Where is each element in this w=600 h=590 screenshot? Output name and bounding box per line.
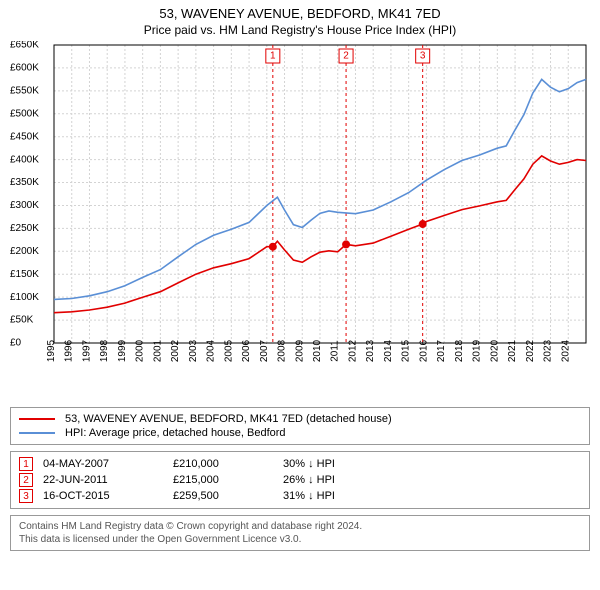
y-tick-label: £400K [10, 154, 39, 165]
transaction-badge: 1 [19, 457, 33, 471]
legend-item: HPI: Average price, detached house, Bedf… [19, 426, 581, 440]
transaction-row: 1 04-MAY-2007 £210,000 30% ↓ HPI [19, 456, 581, 472]
transaction-date: 16-OCT-2015 [43, 490, 163, 502]
transaction-point [342, 240, 350, 248]
transaction-badge: 3 [19, 489, 33, 503]
transaction-row: 2 22-JUN-2011 £215,000 26% ↓ HPI [19, 472, 581, 488]
y-tick-label: £50K [10, 315, 34, 326]
legend-label: HPI: Average price, detached house, Bedf… [65, 427, 286, 439]
transaction-vs-hpi: 26% ↓ HPI [283, 474, 581, 486]
y-tick-label: £600K [10, 63, 39, 74]
legend-box: 53, WAVENEY AVENUE, BEDFORD, MK41 7ED (d… [10, 407, 590, 445]
transaction-price: £259,500 [173, 490, 273, 502]
y-tick-label: £200K [10, 246, 39, 257]
price-chart: £0 £50K £100K £150K £200K £250K £300K £350K £400… [10, 41, 590, 401]
y-tick-label: £100K [10, 292, 39, 303]
y-tick-label: £500K [10, 108, 39, 119]
y-tick-label: £550K [10, 85, 39, 96]
y-tick-label: £300K [10, 200, 39, 211]
chart-svg: £0 £50K £100K £150K £200K £250K £300K £350K £400… [10, 41, 590, 401]
transaction-point [419, 220, 427, 228]
y-tick-label: £650K [10, 41, 39, 51]
license-line: Contains HM Land Registry data © Crown c… [19, 520, 581, 533]
chart-title: 53, WAVENEY AVENUE, BEDFORD, MK41 7ED [10, 6, 590, 21]
transaction-point [269, 243, 277, 251]
license-line: This data is licensed under the Open Gov… [19, 533, 581, 546]
y-tick-label: £150K [10, 269, 39, 280]
page-container: 53, WAVENEY AVENUE, BEDFORD, MK41 7ED Pr… [0, 0, 600, 590]
transaction-price: £215,000 [173, 474, 273, 486]
legend-label: 53, WAVENEY AVENUE, BEDFORD, MK41 7ED (d… [65, 413, 392, 425]
license-footer: Contains HM Land Registry data © Crown c… [10, 515, 590, 551]
y-tick-label: £450K [10, 131, 39, 142]
y-tick-label: £0 [10, 338, 22, 349]
transaction-date: 22-JUN-2011 [43, 474, 163, 486]
transaction-price: £210,000 [173, 458, 273, 470]
y-tick-label: £250K [10, 223, 39, 234]
transaction-date: 04-MAY-2007 [43, 458, 163, 470]
legend-item: 53, WAVENEY AVENUE, BEDFORD, MK41 7ED (d… [19, 412, 581, 426]
transaction-vs-hpi: 31% ↓ HPI [283, 490, 581, 502]
legend-swatch [19, 418, 55, 420]
marker-number: 2 [343, 51, 349, 62]
transactions-table: 1 04-MAY-2007 £210,000 30% ↓ HPI 2 22-JUN-201… [10, 451, 590, 509]
legend-swatch [19, 432, 55, 434]
marker-number: 3 [420, 51, 426, 62]
transaction-vs-hpi: 30% ↓ HPI [283, 458, 581, 470]
chart-subtitle: Price paid vs. HM Land Registry's House … [10, 23, 590, 37]
transaction-badge: 2 [19, 473, 33, 487]
transaction-row: 3 16-OCT-2015 £259,500 31% ↓ HPI [19, 488, 581, 504]
marker-number: 1 [270, 51, 276, 62]
y-tick-label: £350K [10, 177, 39, 188]
